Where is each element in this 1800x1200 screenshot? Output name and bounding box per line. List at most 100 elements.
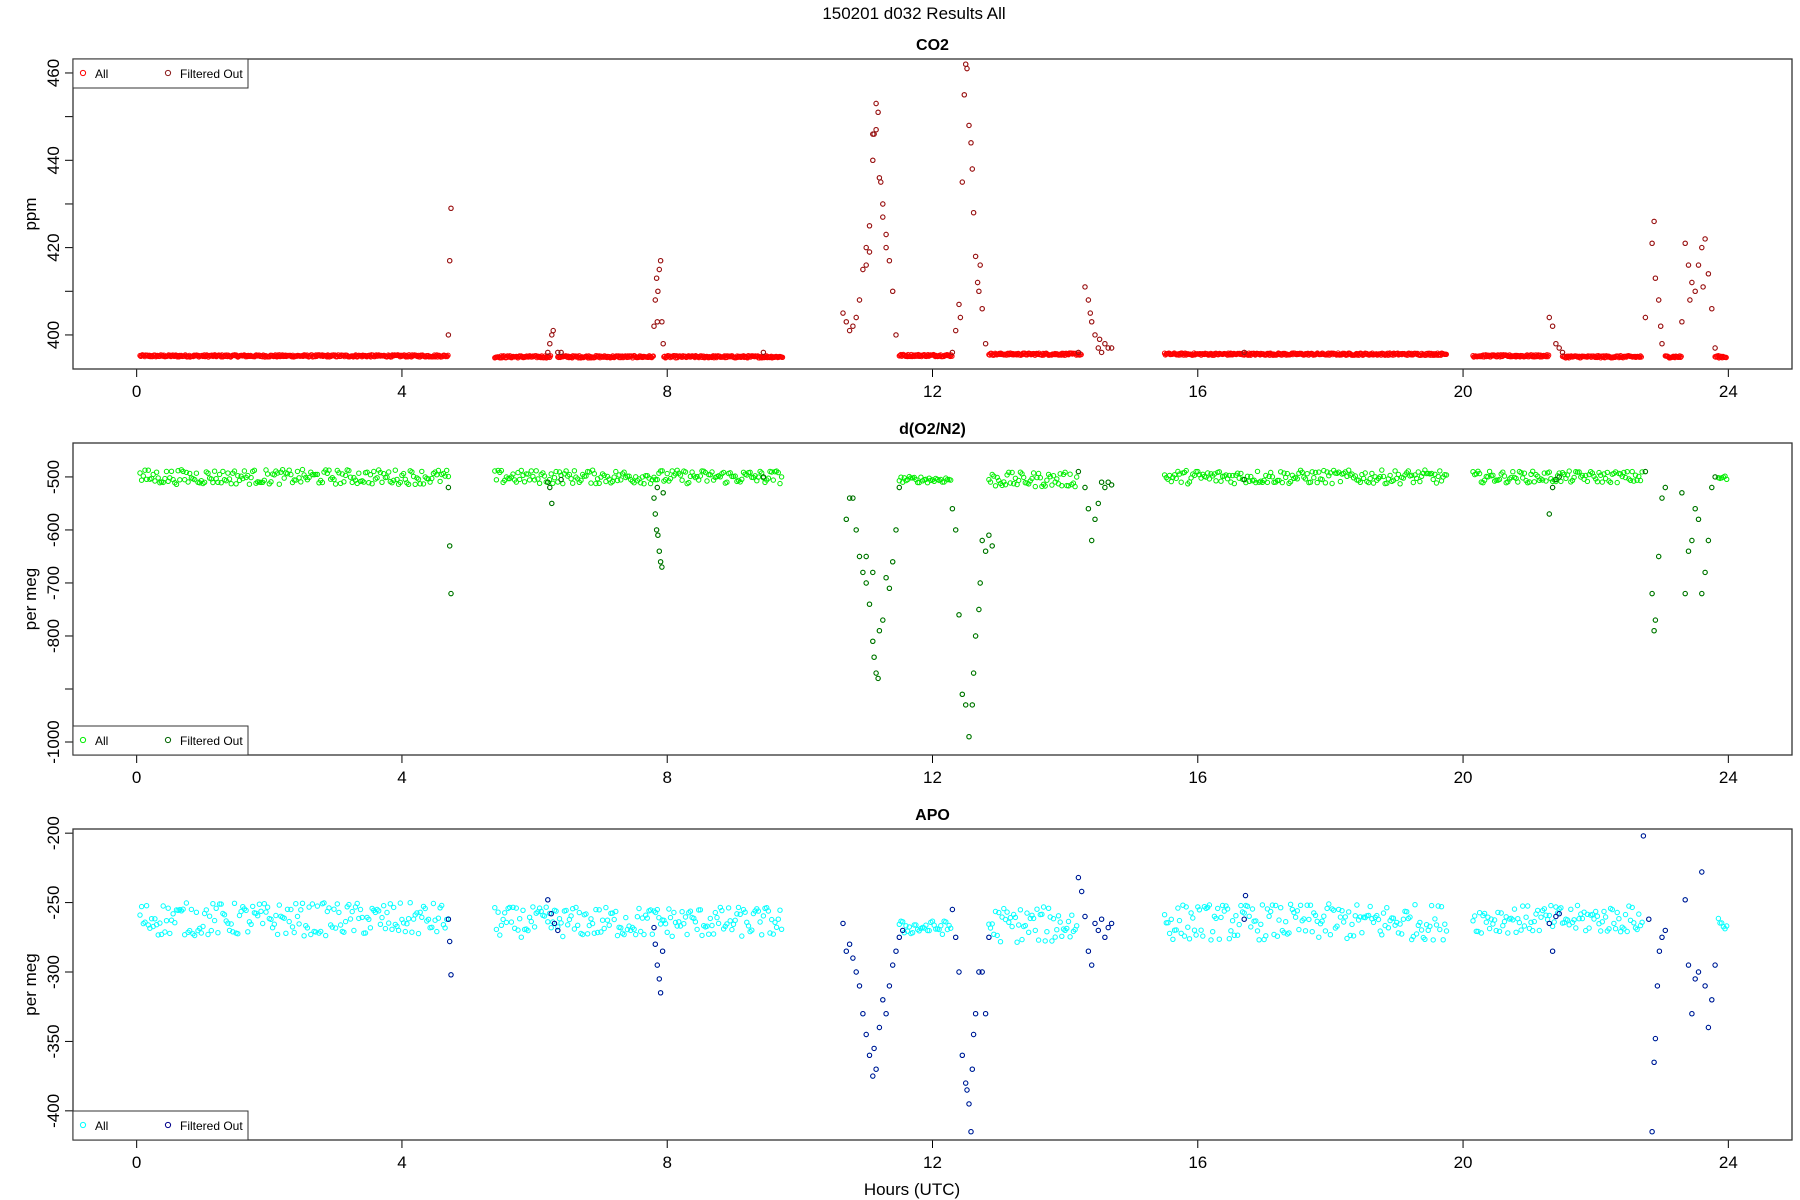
data-point-all xyxy=(643,912,649,918)
data-point-all xyxy=(720,469,727,476)
data-point-all xyxy=(596,907,602,913)
data-point-all xyxy=(1428,470,1435,477)
data-point-all xyxy=(434,928,440,935)
data-point-all xyxy=(492,468,498,474)
data-point-all xyxy=(1631,478,1637,484)
data-point-all xyxy=(614,477,621,484)
data-point-all xyxy=(299,466,306,473)
data-point-all xyxy=(1417,919,1423,926)
data-point-filtered xyxy=(651,323,657,329)
data-point-all xyxy=(1395,471,1402,478)
data-point-all xyxy=(198,930,205,936)
data-point-all xyxy=(525,927,531,934)
data-point-all xyxy=(1543,478,1549,484)
data-point-all xyxy=(633,931,639,938)
x-tick-label: 8 xyxy=(662,1153,671,1172)
data-point-filtered xyxy=(1640,833,1647,839)
data-point-filtered xyxy=(652,511,658,517)
legend-label-all: All xyxy=(95,1119,108,1133)
y-tick-label: -500 xyxy=(44,460,63,494)
data-point-all xyxy=(580,931,586,938)
data-point-all xyxy=(647,907,654,913)
data-point-all xyxy=(442,473,448,479)
data-point-all xyxy=(248,921,254,927)
data-point-all xyxy=(679,909,685,915)
data-point-all xyxy=(1236,475,1242,481)
x-tick-label: 24 xyxy=(1719,768,1738,787)
data-point-filtered xyxy=(655,288,661,294)
data-point-all xyxy=(1523,914,1529,920)
data-point-all xyxy=(1273,902,1279,909)
data-point-all xyxy=(1599,919,1606,925)
data-point-all xyxy=(1249,906,1256,912)
data-point-all xyxy=(366,916,372,922)
data-point-all xyxy=(1621,469,1627,476)
data-point-all xyxy=(301,933,307,939)
data-point-all xyxy=(709,922,715,929)
data-point-all xyxy=(1064,925,1070,932)
data-point-all xyxy=(1321,467,1327,474)
data-point-all xyxy=(1551,919,1557,925)
data-point-filtered xyxy=(654,962,660,968)
data-point-all xyxy=(268,479,274,485)
data-point-all xyxy=(203,907,210,913)
data-point-filtered xyxy=(883,244,889,251)
data-point-all xyxy=(180,468,186,475)
data-point-all xyxy=(644,915,650,921)
data-point-filtered xyxy=(890,962,896,968)
data-point-all xyxy=(314,903,321,909)
data-point-all xyxy=(1334,923,1340,929)
data-point-all xyxy=(994,932,1000,939)
data-point-all xyxy=(157,920,163,926)
data-point-filtered xyxy=(1089,319,1095,325)
data-point-filtered xyxy=(1705,271,1712,277)
data-point-all xyxy=(1607,479,1614,486)
data-point-all xyxy=(1415,469,1422,475)
data-point-all xyxy=(271,921,277,927)
data-point-all xyxy=(228,481,234,487)
data-point-all xyxy=(143,903,150,909)
data-point-all xyxy=(185,479,191,485)
data-point-all xyxy=(1370,480,1377,486)
data-point-all xyxy=(1072,483,1078,490)
data-point-all xyxy=(1632,472,1639,478)
data-point-filtered xyxy=(846,327,853,334)
data-point-all xyxy=(775,469,781,476)
data-point-all xyxy=(1268,908,1274,915)
data-point-filtered xyxy=(890,288,896,294)
data-point-all xyxy=(339,471,345,477)
data-point-all xyxy=(565,922,571,928)
data-point-all xyxy=(686,479,692,486)
data-point-all xyxy=(1219,902,1226,909)
data-point-all xyxy=(1594,479,1601,485)
data-point-all xyxy=(1210,929,1216,935)
data-point-all xyxy=(1601,908,1607,915)
data-point-all xyxy=(1583,927,1589,934)
data-point-all xyxy=(233,481,239,487)
data-point-all xyxy=(1173,927,1179,933)
x-tick-label: 20 xyxy=(1454,1153,1473,1172)
data-point-all xyxy=(568,476,574,482)
data-point-all xyxy=(533,468,539,474)
data-point-filtered xyxy=(1549,484,1556,491)
data-point-all xyxy=(1440,937,1446,943)
data-point-all xyxy=(1331,907,1337,913)
data-point-filtered xyxy=(979,969,985,975)
data-point-all xyxy=(1032,927,1039,934)
legend-marker-filtered xyxy=(164,1121,172,1129)
data-point-all xyxy=(1399,931,1405,937)
data-point-all xyxy=(1556,470,1562,476)
data-point-filtered xyxy=(963,61,969,67)
data-point-all xyxy=(1284,470,1291,477)
panel-title: APO xyxy=(915,807,950,824)
data-point-all xyxy=(308,931,314,938)
data-point-all xyxy=(210,479,216,486)
series-filtered-out xyxy=(445,833,1718,1135)
data-point-filtered xyxy=(549,332,555,338)
data-point-all xyxy=(243,907,249,914)
data-point-filtered xyxy=(657,258,664,264)
data-point-all xyxy=(1369,470,1375,477)
data-point-all xyxy=(268,916,274,922)
data-point-all xyxy=(933,926,939,932)
data-point-all xyxy=(1417,478,1423,485)
